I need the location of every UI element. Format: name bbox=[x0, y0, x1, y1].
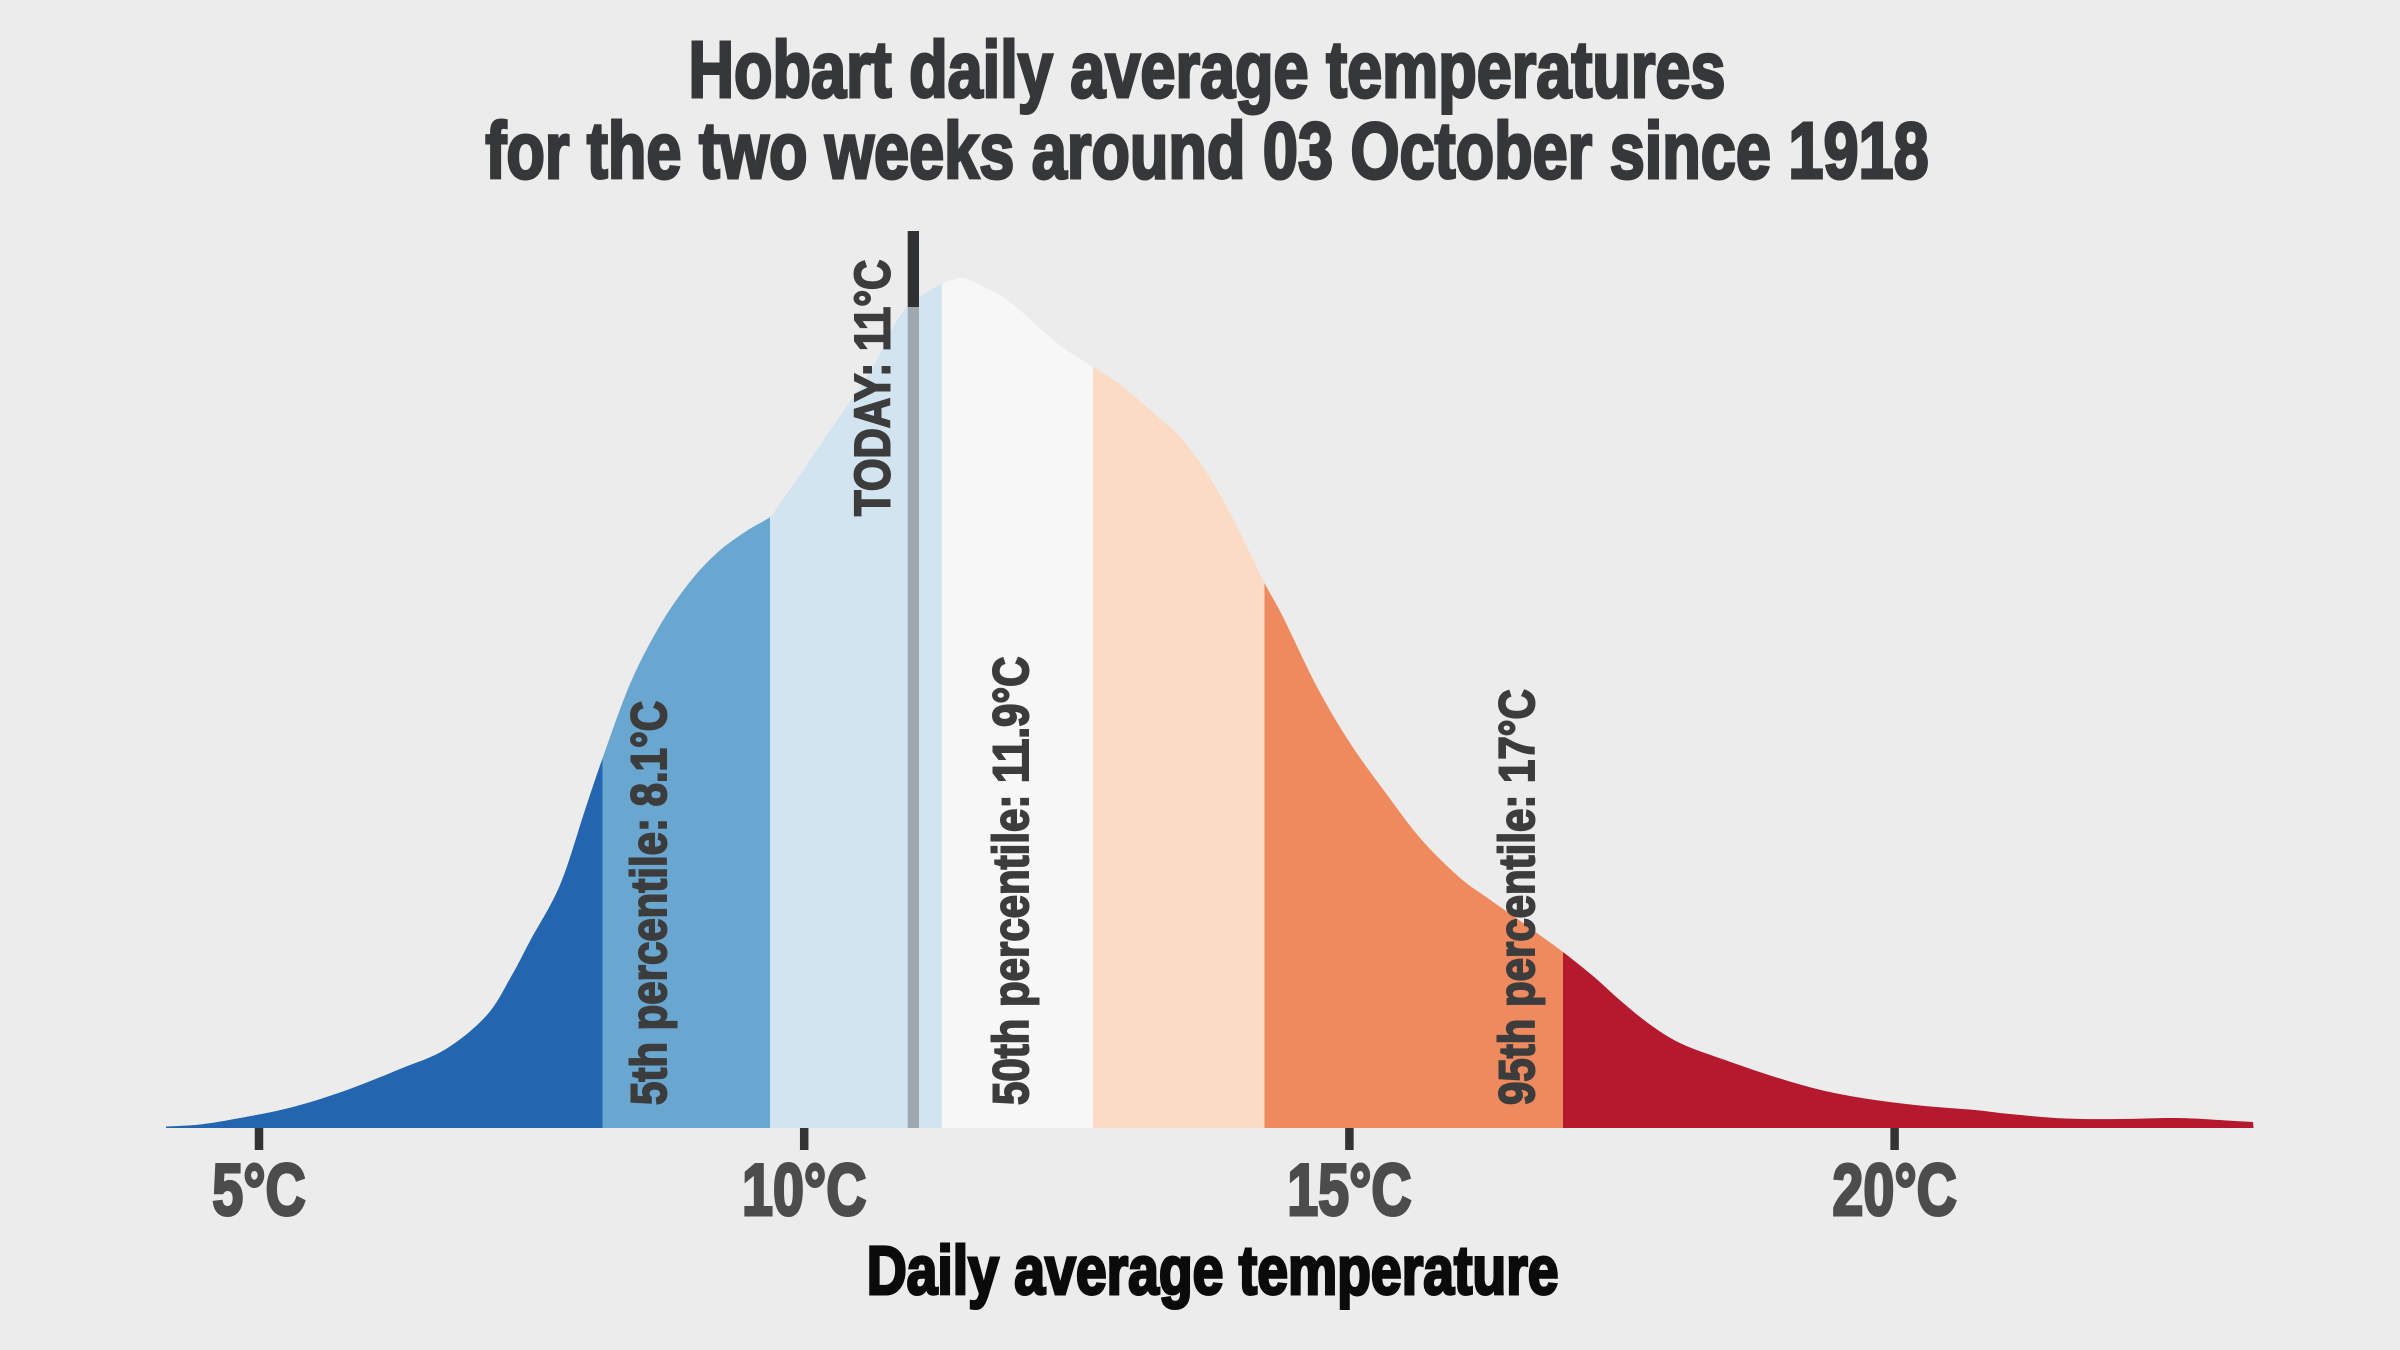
svg-text:Daily average temperature: Daily average temperature bbox=[867, 1234, 1559, 1310]
svg-text:95th percentile: 17°C: 95th percentile: 17°C bbox=[1489, 689, 1545, 1105]
svg-text:15°C: 15°C bbox=[1287, 1149, 1411, 1231]
svg-text:for the two weeks around 03 Oc: for the two weeks around 03 October sinc… bbox=[485, 107, 1928, 196]
svg-text:5th percentile: 8.1°C: 5th percentile: 8.1°C bbox=[621, 701, 677, 1105]
svg-text:10°C: 10°C bbox=[742, 1149, 866, 1231]
svg-text:50th percentile: 11.9°C: 50th percentile: 11.9°C bbox=[983, 657, 1039, 1105]
svg-text:5°C: 5°C bbox=[212, 1149, 305, 1231]
svg-text:TODAY: 11°C: TODAY: 11°C bbox=[844, 260, 900, 516]
svg-text:Hobart daily average temperatu: Hobart daily average temperatures bbox=[689, 26, 1726, 115]
svg-text:20°C: 20°C bbox=[1832, 1149, 1956, 1231]
